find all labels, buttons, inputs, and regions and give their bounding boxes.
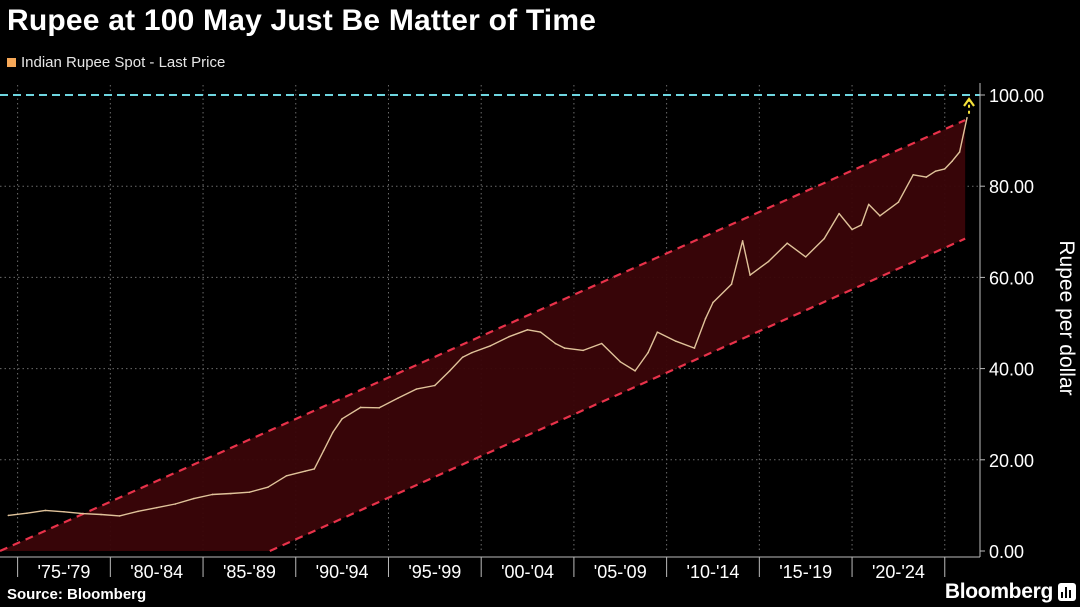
series-point xyxy=(434,384,436,387)
series-point xyxy=(730,283,733,286)
series-point xyxy=(749,274,751,276)
series-point xyxy=(897,201,900,203)
trend-channel xyxy=(0,94,980,553)
brand-logo-text: Bloomberg xyxy=(944,580,1053,603)
series-point xyxy=(415,388,418,390)
series-point xyxy=(867,203,870,206)
series-point xyxy=(693,347,696,349)
series-point xyxy=(526,329,529,331)
y-tick-label: 40.00 xyxy=(989,360,1034,380)
series-point xyxy=(448,370,451,372)
series-point xyxy=(860,224,863,226)
x-tick-label: '90-'94 xyxy=(316,562,369,582)
series-point xyxy=(600,342,603,345)
series-point xyxy=(211,493,214,496)
x-tick-label: '95-'99 xyxy=(408,562,461,582)
y-tick-label: 20.00 xyxy=(989,451,1034,471)
y-axis-title: Rupee per dollar xyxy=(1055,240,1078,396)
series-point xyxy=(63,510,65,513)
series-point xyxy=(966,117,968,119)
series-point xyxy=(137,510,139,513)
series-point xyxy=(174,503,177,505)
series-point xyxy=(322,449,325,452)
series-point xyxy=(656,331,659,333)
axes: 0.00 20.00 40.00 60.00 80.00 100.00 '75-'79 '80… xyxy=(0,83,1044,582)
source-note: Source: Bloomberg xyxy=(7,586,147,603)
chart-title: Rupee at 100 May Just Be Matter of Time xyxy=(7,4,597,37)
legend-swatch xyxy=(7,58,16,67)
series-point xyxy=(155,506,158,509)
x-tick-label: '20-'24 xyxy=(872,562,925,582)
legend-label: Indian Rupee Spot - Last Price xyxy=(21,54,226,71)
series-point xyxy=(925,176,928,178)
series-point xyxy=(786,242,788,244)
y-tick-label: 100.00 xyxy=(989,86,1044,106)
series-point xyxy=(489,345,492,347)
y-tick-label: 80.00 xyxy=(989,177,1034,197)
series-point xyxy=(767,260,770,263)
series-point xyxy=(471,351,473,354)
series-point xyxy=(634,370,636,372)
series-point xyxy=(823,237,826,240)
series-point xyxy=(554,342,557,345)
price-series xyxy=(7,97,975,517)
series-point xyxy=(26,512,28,514)
series-point xyxy=(332,431,334,434)
legend: Indian Rupee Spot - Last Price xyxy=(7,54,225,71)
channel-lower-line xyxy=(269,237,966,553)
series-point xyxy=(647,351,649,354)
series-point xyxy=(192,497,195,500)
x-tick-label: '05-'09 xyxy=(594,562,647,582)
series-point xyxy=(704,317,707,320)
series-point xyxy=(951,160,953,162)
x-tick-label: '80-'84 xyxy=(130,562,183,582)
x-tick-label: '15-'19 xyxy=(779,562,832,582)
series-point xyxy=(7,514,10,517)
series-point xyxy=(313,468,316,470)
projection-arrow-head xyxy=(963,97,975,107)
y-tick-label: 60.00 xyxy=(989,268,1034,288)
channel-upper-line xyxy=(0,119,966,553)
series-point xyxy=(359,406,362,409)
x-tick-label: '10-'14 xyxy=(687,562,740,582)
series-point xyxy=(879,215,881,217)
series-point xyxy=(675,340,677,343)
series-point xyxy=(100,513,102,516)
series-point xyxy=(285,474,288,477)
series-point xyxy=(304,470,306,473)
x-tick-label: '75-'79 xyxy=(38,562,91,582)
series-point xyxy=(741,240,744,242)
series-point xyxy=(230,492,232,495)
x-tick-label: '85-'89 xyxy=(223,562,276,582)
series-point xyxy=(582,349,584,352)
series-point xyxy=(508,335,510,338)
series-point xyxy=(396,397,399,400)
series-point xyxy=(804,256,807,258)
series-point xyxy=(44,509,47,512)
series-point xyxy=(838,212,840,215)
series-point xyxy=(378,407,381,409)
series-point xyxy=(619,360,622,363)
series-point xyxy=(712,301,714,304)
series-point xyxy=(943,168,946,170)
gridlines xyxy=(0,85,980,551)
y-tick-label: 0.00 xyxy=(989,542,1024,562)
series-point xyxy=(912,174,915,176)
series-point xyxy=(934,170,937,172)
series-point xyxy=(958,151,961,153)
series-point xyxy=(851,228,853,231)
series-point xyxy=(539,331,542,333)
series-point xyxy=(248,491,251,493)
series-point xyxy=(118,515,121,517)
series-point xyxy=(341,417,343,420)
series-line xyxy=(8,117,968,517)
channel-fill xyxy=(0,120,966,551)
x-tick-label: '00-'04 xyxy=(501,562,554,582)
series-point xyxy=(81,512,84,515)
series-point xyxy=(267,486,269,488)
bloomberg-logo-icon xyxy=(1058,583,1076,601)
series-point xyxy=(563,347,566,349)
series-point xyxy=(461,356,464,359)
